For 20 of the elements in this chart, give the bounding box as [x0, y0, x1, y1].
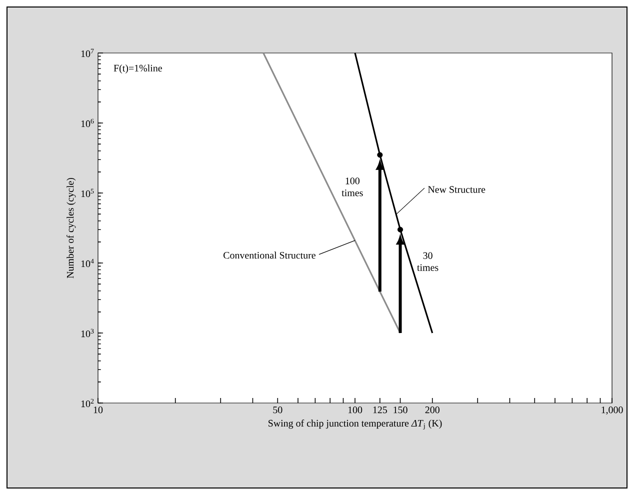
annotation: 30 times — [417, 252, 438, 271]
y-axis-title: Number of cycles (cycle) — [66, 178, 76, 278]
y-tick-label: 10$^{7}$ — [81, 48, 94, 58]
x-tick-label: 150 — [394, 406, 408, 414]
y-tick-label: 10$^{3}$ — [81, 328, 94, 338]
x-tick-label: 1,000 — [602, 406, 623, 415]
x-axis-title: Swing of chip junction temperature ΔT$_{j}$ (K) — [268, 420, 442, 430]
y-tick-label: 10$^{4}$ — [81, 258, 94, 268]
y-tick-label: 10$^{5}$ — [81, 188, 94, 198]
annotation: 100 times — [342, 178, 363, 196]
x-tick-label: 125 — [373, 406, 387, 414]
annotation: Conventional Structure — [224, 252, 316, 259]
y-tick-label: 10$^{6}$ — [81, 118, 94, 128]
x-tick-label: 200 — [425, 406, 440, 414]
y-tick-label: 10$^{2}$ — [81, 398, 94, 408]
annotation: F(t)=1%line — [114, 64, 162, 74]
x-tick-label: 10 — [94, 406, 103, 414]
x-tick-label: 100 — [348, 406, 362, 414]
annotation: New Structure — [428, 186, 486, 193]
x-tick-label: 50 — [273, 406, 282, 414]
